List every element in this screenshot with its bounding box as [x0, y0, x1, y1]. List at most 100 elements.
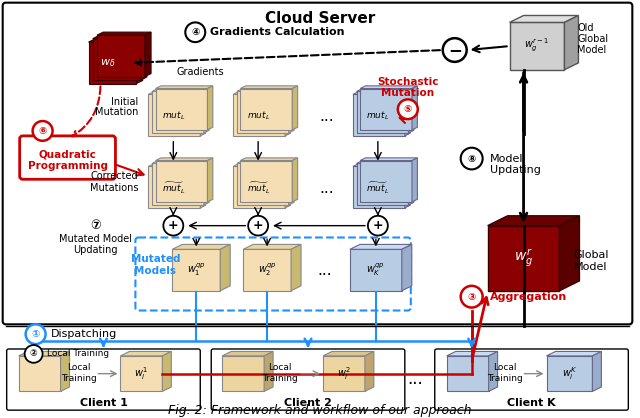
- Polygon shape: [200, 164, 205, 208]
- Polygon shape: [547, 356, 593, 391]
- Text: $w_l^1$: $w_l^1$: [134, 365, 148, 382]
- Polygon shape: [237, 92, 289, 133]
- Text: $\widetilde{mut}_L$: $\widetilde{mut}_L$: [246, 181, 270, 196]
- Text: Cloud Server: Cloud Server: [265, 11, 375, 26]
- Polygon shape: [148, 164, 205, 166]
- Polygon shape: [163, 352, 172, 391]
- Polygon shape: [353, 94, 405, 136]
- Polygon shape: [292, 86, 298, 130]
- Polygon shape: [402, 245, 412, 291]
- Polygon shape: [237, 89, 294, 92]
- Polygon shape: [323, 356, 365, 391]
- Circle shape: [25, 345, 43, 363]
- Polygon shape: [509, 23, 564, 70]
- Text: $w_K^{qp}$: $w_K^{qp}$: [367, 262, 385, 278]
- Circle shape: [368, 216, 388, 235]
- Polygon shape: [136, 39, 143, 84]
- Polygon shape: [405, 164, 410, 208]
- Circle shape: [461, 148, 483, 169]
- Polygon shape: [19, 352, 70, 356]
- Text: $mut_L$: $mut_L$: [246, 110, 269, 122]
- Polygon shape: [156, 89, 207, 130]
- Text: $w_\delta$: $w_\delta$: [100, 57, 115, 69]
- Text: $w_l^2$: $w_l^2$: [337, 365, 351, 382]
- Text: Old: Old: [577, 23, 594, 33]
- Polygon shape: [356, 92, 408, 133]
- Text: $w_l^K$: $w_l^K$: [562, 365, 577, 382]
- Polygon shape: [156, 86, 213, 89]
- Polygon shape: [204, 161, 209, 205]
- Text: Aggregation: Aggregation: [490, 292, 567, 302]
- Polygon shape: [292, 158, 298, 202]
- Text: Model: Model: [490, 153, 523, 163]
- Polygon shape: [172, 245, 230, 249]
- Polygon shape: [289, 89, 294, 133]
- Polygon shape: [120, 356, 163, 391]
- Text: Model: Model: [573, 262, 607, 272]
- Text: Gradients Calculation: Gradients Calculation: [210, 27, 345, 37]
- Polygon shape: [405, 92, 410, 136]
- Polygon shape: [350, 249, 402, 291]
- Polygon shape: [88, 42, 136, 84]
- Text: Mutations: Mutations: [90, 183, 138, 193]
- Text: Mutation: Mutation: [95, 107, 138, 117]
- Polygon shape: [353, 92, 410, 94]
- Text: Global: Global: [573, 250, 609, 260]
- Text: ②: ②: [30, 349, 37, 358]
- Polygon shape: [360, 161, 412, 202]
- Circle shape: [26, 324, 45, 344]
- Polygon shape: [233, 166, 285, 208]
- Text: Local: Local: [67, 363, 90, 372]
- Polygon shape: [547, 352, 602, 356]
- FancyBboxPatch shape: [6, 349, 200, 410]
- Text: $w_2^{qp}$: $w_2^{qp}$: [258, 262, 276, 278]
- Polygon shape: [97, 32, 151, 35]
- Polygon shape: [285, 164, 291, 208]
- Text: Programming: Programming: [28, 161, 108, 171]
- Text: +: +: [372, 219, 383, 232]
- Polygon shape: [152, 92, 204, 133]
- Polygon shape: [241, 89, 292, 130]
- Text: Stochastic
Mutation: Stochastic Mutation: [377, 77, 438, 98]
- Text: ⑦: ⑦: [90, 219, 101, 232]
- Polygon shape: [152, 163, 204, 205]
- Text: Client 1: Client 1: [79, 398, 127, 408]
- Polygon shape: [488, 216, 579, 226]
- Polygon shape: [289, 161, 294, 205]
- Polygon shape: [353, 166, 405, 208]
- Polygon shape: [152, 161, 209, 163]
- Polygon shape: [204, 89, 209, 133]
- Text: $\widetilde{mut}_L$: $\widetilde{mut}_L$: [366, 181, 390, 196]
- Polygon shape: [488, 352, 498, 391]
- Text: ⑤: ⑤: [404, 104, 412, 114]
- Polygon shape: [447, 352, 498, 356]
- Text: Fig. 2: Framework and workflow of our approach: Fig. 2: Framework and workflow of our ap…: [168, 404, 472, 417]
- Polygon shape: [172, 249, 220, 291]
- Polygon shape: [356, 163, 408, 205]
- Polygon shape: [93, 39, 141, 80]
- Text: −: −: [448, 41, 461, 59]
- Polygon shape: [360, 158, 417, 161]
- Text: Local: Local: [493, 363, 516, 372]
- Circle shape: [186, 23, 205, 42]
- Text: Gradients: Gradients: [177, 67, 224, 77]
- Text: ③: ③: [468, 292, 476, 302]
- Polygon shape: [360, 86, 417, 89]
- Polygon shape: [207, 86, 213, 130]
- Text: Client K: Client K: [508, 398, 556, 408]
- Text: Initial: Initial: [111, 97, 138, 107]
- FancyBboxPatch shape: [435, 349, 628, 410]
- Polygon shape: [593, 352, 602, 391]
- Text: +: +: [253, 219, 264, 232]
- Polygon shape: [233, 164, 291, 166]
- Polygon shape: [408, 161, 414, 205]
- Polygon shape: [152, 89, 209, 92]
- Polygon shape: [323, 352, 374, 356]
- Polygon shape: [220, 245, 230, 291]
- Polygon shape: [564, 15, 579, 70]
- Text: Models: Models: [134, 266, 177, 276]
- Circle shape: [443, 38, 467, 62]
- Text: ①: ①: [31, 329, 40, 339]
- Polygon shape: [88, 39, 143, 42]
- Text: Corrected: Corrected: [91, 171, 138, 181]
